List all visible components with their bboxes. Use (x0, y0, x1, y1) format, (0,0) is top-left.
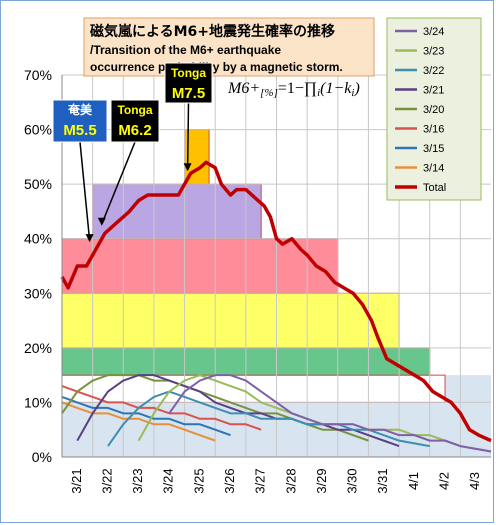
annotation-arrowhead (183, 163, 192, 172)
y-tick-label: 10% (24, 394, 52, 410)
annotation-label: Tonga (117, 103, 152, 117)
y-tick-label: 0% (32, 449, 52, 465)
y-tick-label: 60% (24, 122, 52, 138)
annotation-magnitude: M5.5 (63, 122, 96, 139)
series-line-3-24 (168, 374, 492, 453)
daily-series (61, 374, 492, 453)
legend-label: Total (423, 182, 446, 194)
y-tick-label: 20% (24, 340, 52, 356)
legend-label: 3/16 (423, 124, 444, 136)
chart-title: 磁気嵐によるM6+地震発生確率の推移 (90, 23, 335, 40)
legend-label: 3/21 (423, 85, 444, 97)
legend-label: 3/15 (423, 143, 444, 155)
x-axis: 3/21 3/22 3/23 3/24 3/25 3/26 3/27 3/28 3/29 3/30… (62, 456, 491, 494)
annotation-magnitude: M6.2 (118, 122, 151, 139)
annotation-label: Tonga (171, 66, 206, 80)
legend-label: 3/23 (423, 46, 444, 58)
annotation-arrow (101, 141, 136, 225)
chart-subtitle-line1: /Transition of the M6+ earthquake (90, 43, 281, 57)
x-tick-label: 3/25 (191, 468, 206, 493)
x-tick-label: 3/27 (253, 468, 268, 493)
legend-label: 3/24 (423, 26, 444, 38)
annotation-arrowhead (97, 217, 106, 226)
annotation-label: 奄美 (67, 102, 93, 117)
band-30-40 (61, 238, 339, 294)
band-10-15 (61, 374, 446, 403)
x-tick-label: 3/26 (222, 468, 237, 493)
series-line-3-16 (61, 385, 262, 431)
annotation-arrow (79, 141, 91, 241)
annotation-magnitude: M7.5 (172, 85, 205, 102)
series-line-3-14 (61, 401, 216, 442)
legend-label: 3/20 (423, 104, 444, 116)
x-tick-label: 3/23 (130, 468, 145, 493)
y-tick-label: 40% (24, 231, 52, 247)
event-annotation: Tonga M6.2 (97, 99, 160, 226)
chart-subtitle-line2: occurrence probability by a magnetic sto… (90, 60, 343, 74)
y-tick-label: 30% (24, 285, 52, 301)
formula-text: M6+[%]=1−∏i(1−ki) (227, 80, 360, 99)
legend: 3/24 3/23 3/22 3/21 3/20 3/16 3/15 3/14 Total (386, 17, 482, 201)
event-annotation: 奄美 M5.5 (52, 99, 108, 243)
x-tick-label: 3/22 (99, 468, 114, 493)
x-tick-label: 4/1 (406, 472, 421, 490)
y-tick-label: 50% (24, 176, 52, 192)
total-series (60, 160, 492, 443)
x-tick-label: 3/31 (375, 468, 390, 493)
x-tick-label: 4/3 (467, 472, 482, 490)
x-tick-label: 3/21 (69, 468, 84, 493)
x-tick-label: 3/28 (283, 468, 298, 493)
title-box: 磁気嵐によるM6+地震発生確率の推移 /Transition of the M6… (83, 17, 375, 77)
annotation-arrowhead (85, 234, 94, 243)
series-line-3-22 (107, 390, 430, 448)
x-tick-label: 3/24 (161, 468, 176, 493)
annotation-arrow (186, 102, 190, 170)
x-tick-label: 3/29 (314, 468, 329, 493)
series-line-total (60, 160, 492, 443)
legend-label: 3/14 (423, 163, 444, 175)
band-20-30 (61, 292, 400, 349)
y-tick-label: 70% (24, 67, 52, 83)
event-annotations: 奄美 M5.5 Tonga M6.2 Tonga M7.5 (52, 62, 213, 243)
annotation-box (164, 62, 213, 104)
x-tick-label: 3/30 (345, 468, 360, 493)
event-annotation: Tonga M7.5 (164, 62, 213, 172)
annotation-box (110, 99, 160, 143)
formula: M6+[%]=1−∏i(1−ki) (227, 80, 360, 99)
annotation-box (52, 99, 108, 143)
series-line-3-21 (76, 374, 400, 448)
x-tick-label: 4/2 (436, 472, 451, 490)
series-line-3-15 (61, 396, 231, 437)
legend-label: 3/22 (423, 65, 444, 77)
